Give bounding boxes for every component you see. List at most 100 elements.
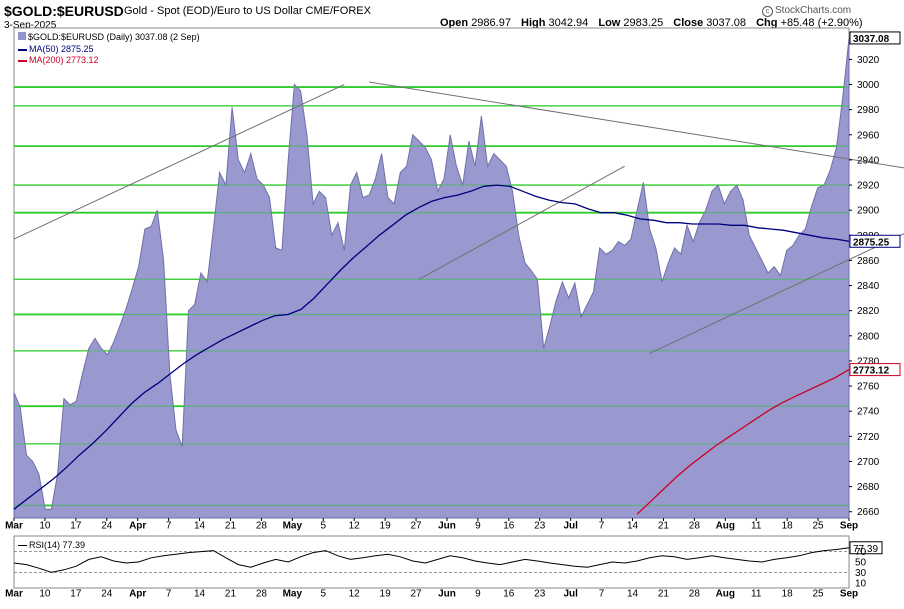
x-tick-label: Apr — [129, 520, 146, 531]
last-ma50-tag-box — [849, 234, 901, 248]
x-tick-label: 21 — [658, 520, 670, 531]
y-tick-label: 2800 — [857, 331, 880, 342]
legend-price: $GOLD:$EURUSD (Daily) 3037.08 (2 Sep) — [18, 32, 200, 42]
chg-label: Chg — [756, 17, 778, 29]
legend-ma200-swatch — [18, 59, 27, 62]
y-tick-label: 2900 — [857, 206, 880, 217]
chg-value: +85.48 (+2.90%) — [780, 17, 863, 29]
y-tick-label: 2700 — [857, 457, 880, 468]
last-price-tag-box — [849, 31, 901, 45]
x-tick-label: Sep — [840, 520, 858, 531]
legend-ma200: MA(200) 2773.12 — [18, 55, 99, 65]
y-tick-label: 2680 — [857, 482, 880, 493]
ohlc-readout: Open 2986.97 High 3042.94 Low 2983.25 Cl… — [440, 17, 863, 29]
rsi-x-tick-label: Jun — [438, 588, 456, 599]
rsi-x-tick-label: 24 — [101, 588, 113, 599]
y-tick-label: 2980 — [857, 105, 880, 116]
watermark-text: StockCharts.com — [775, 5, 852, 16]
last-ma200-tag-box — [849, 363, 901, 377]
rsi-x-tick-label: 5 — [320, 588, 326, 599]
rsi-x-tick-label: 28 — [689, 588, 701, 599]
x-tick-label: 25 — [813, 520, 825, 531]
rsi-tick-label: 70 — [855, 547, 867, 558]
rsi-last-tag: 77.39 — [853, 544, 878, 555]
rsi-tick-label: 30 — [855, 568, 867, 579]
y-tick-label: 2840 — [857, 281, 880, 292]
rsi-x-tick-label: 18 — [782, 588, 794, 599]
x-tick-label: 24 — [101, 520, 113, 531]
x-tick-label: Jul — [563, 520, 578, 531]
low-label: Low — [598, 17, 621, 29]
trendline — [369, 81, 904, 169]
x-tick-label: 23 — [534, 520, 546, 531]
rsi-x-tick-label: 12 — [349, 588, 361, 599]
rsi-x-tick-label: Aug — [716, 588, 735, 599]
x-tick-label: 7 — [166, 520, 172, 531]
rsi-legend-text: RSI(14) 77.39 — [29, 540, 86, 550]
y-tick-label: 3000 — [857, 80, 880, 91]
legend-ma50: MA(50) 2875.25 — [18, 44, 94, 54]
high-label: High — [521, 17, 546, 29]
x-tick-label: 11 — [751, 520, 762, 531]
rsi-line — [13, 547, 850, 573]
rsi-x-tick-label: 19 — [380, 588, 392, 599]
y-tick-label: 2960 — [857, 130, 880, 141]
x-tick-label: 9 — [475, 520, 481, 531]
rsi-x-tick-label: 17 — [70, 588, 82, 599]
low-value: 2983.25 — [623, 17, 664, 29]
watermark: c StockCharts.com — [762, 5, 851, 17]
legend-ma50-swatch — [18, 48, 27, 51]
x-tick-label: 28 — [256, 520, 268, 531]
x-tick-label: 21 — [225, 520, 237, 531]
rsi-x-tick-label: May — [283, 588, 303, 599]
x-tick-label: 5 — [320, 520, 326, 531]
y-tick-label: 2860 — [857, 256, 880, 267]
rsi-frame — [13, 535, 850, 589]
x-tick-label: Aug — [716, 520, 735, 531]
rsi-x-tick-label: 9 — [475, 588, 481, 599]
ticker-symbol: $GOLD:$EURUSD — [4, 3, 124, 19]
rsi-x-tick-label: 28 — [256, 588, 268, 599]
x-tick-label: 14 — [194, 520, 206, 531]
copyright-icon: c — [762, 6, 773, 17]
legend-price-swatch — [18, 32, 26, 40]
legend-price-text: $GOLD:$EURUSD (Daily) 3037.08 (2 Sep) — [28, 32, 200, 42]
rsi-x-tick-label: 21 — [658, 588, 670, 599]
open-label: Open — [440, 17, 469, 29]
close-value: 3037.08 — [706, 17, 747, 29]
rsi-x-tick-label: 11 — [751, 588, 762, 599]
y-tick-label: 3020 — [857, 55, 880, 66]
y-tick-label: 2740 — [857, 407, 880, 418]
x-tick-label: Jun — [438, 520, 456, 531]
last-ma50-tag: 2875.25 — [853, 237, 890, 248]
y-tick-label: 2660 — [857, 507, 880, 518]
rsi-x-tick-label: 16 — [503, 588, 515, 599]
x-tick-label: 10 — [39, 520, 51, 531]
y-tick-label: 2760 — [857, 382, 880, 393]
rsi-x-tick-label: 23 — [534, 588, 546, 599]
last-price-tag: 3037.08 — [853, 34, 890, 45]
rsi-tick-label: 10 — [855, 578, 867, 589]
rsi-x-tick-label: 14 — [194, 588, 206, 599]
ma50-line — [13, 184, 850, 510]
x-tick-label: 16 — [503, 520, 515, 531]
x-tick-label: 12 — [349, 520, 361, 531]
rsi-legend: RSI(14) 77.39 — [18, 540, 85, 550]
price-area-series — [13, 38, 850, 519]
rsi-x-tick-label: 7 — [166, 588, 172, 599]
rsi-x-tick-label: Jul — [563, 588, 578, 599]
rsi-x-tick-label: 25 — [813, 588, 825, 599]
rsi-x-tick-label: 21 — [225, 588, 237, 599]
y-tick-label: 2920 — [857, 181, 880, 192]
y-tick-label: 2820 — [857, 306, 880, 317]
rsi-x-tick-label: Mar — [5, 588, 23, 599]
x-tick-label: 14 — [627, 520, 639, 531]
rsi-last-tag-box — [849, 541, 883, 555]
rsi-x-tick-label: 14 — [627, 588, 639, 599]
legend-ma200-text: MA(200) 2773.12 — [29, 55, 99, 65]
legend-ma50-text: MA(50) 2875.25 — [29, 44, 94, 54]
trendline — [13, 84, 345, 240]
y-tick-label: 2940 — [857, 155, 880, 166]
x-tick-label: 18 — [782, 520, 794, 531]
